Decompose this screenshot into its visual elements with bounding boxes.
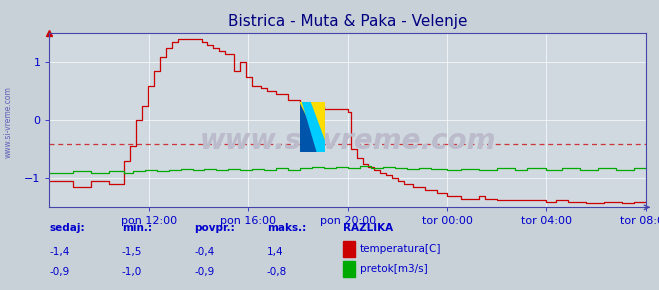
Text: temperatura[C]: temperatura[C] [360,244,442,254]
Text: -1,4: -1,4 [49,247,70,257]
Text: maks.:: maks.: [267,224,306,233]
Title: Bistrica - Muta & Paka - Velenje: Bistrica - Muta & Paka - Velenje [228,14,467,29]
Text: -1,0: -1,0 [122,267,142,277]
Text: sedaj:: sedaj: [49,224,85,233]
Text: min.:: min.: [122,224,152,233]
Text: www.si-vreme.com: www.si-vreme.com [200,127,496,155]
Polygon shape [300,102,325,152]
Text: -0,9: -0,9 [194,267,215,277]
Text: -0,8: -0,8 [267,267,287,277]
Text: -0,9: -0,9 [49,267,70,277]
Text: www.si-vreme.com: www.si-vreme.com [3,86,13,158]
Text: povpr.:: povpr.: [194,224,235,233]
Text: pretok[m3/s]: pretok[m3/s] [360,264,428,274]
Text: -1,5: -1,5 [122,247,142,257]
Text: 1,4: 1,4 [267,247,283,257]
Text: -0,4: -0,4 [194,247,215,257]
Polygon shape [300,102,325,152]
Polygon shape [302,102,325,152]
Text: RAZLIKA: RAZLIKA [343,224,393,233]
